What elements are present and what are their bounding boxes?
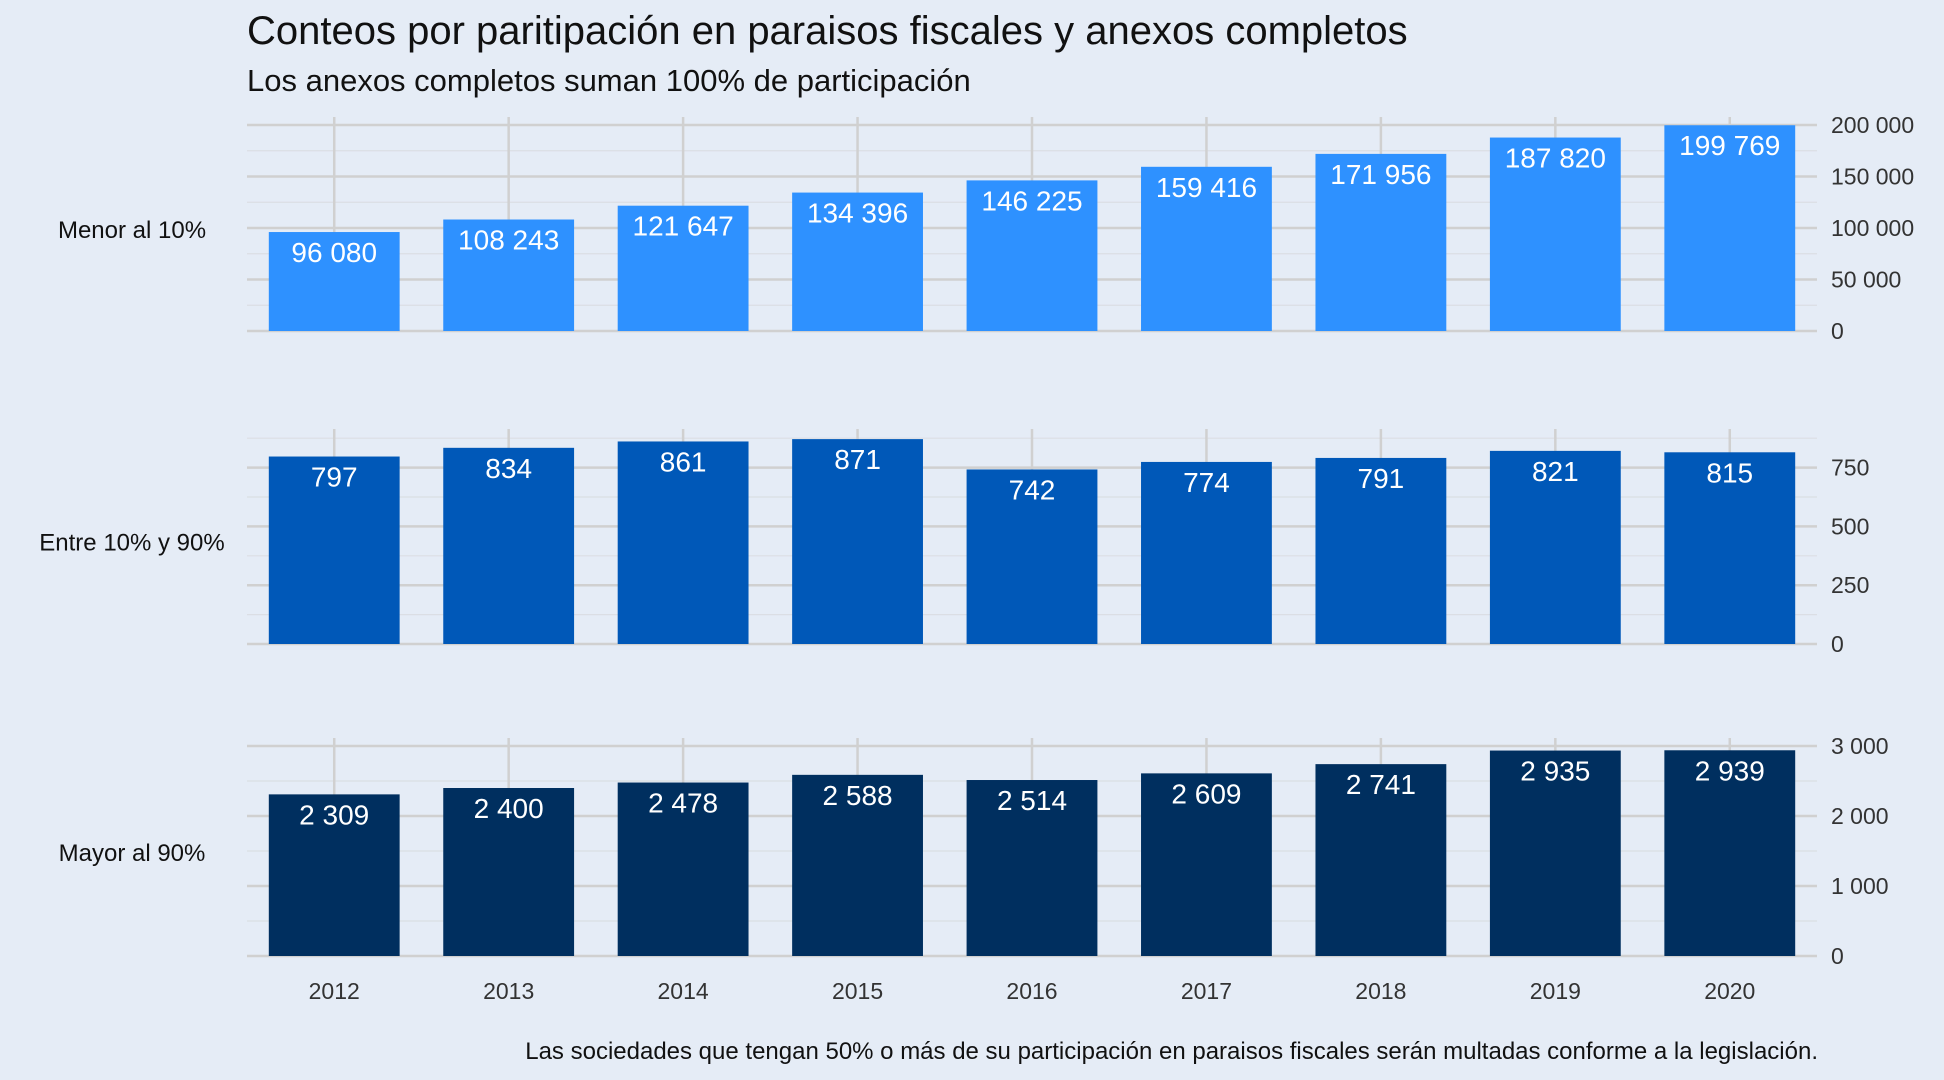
- bar: [617, 782, 749, 956]
- bar: [1141, 166, 1272, 331]
- bar: [1315, 764, 1447, 956]
- bar: [1489, 137, 1621, 331]
- y-tick-label: 200 000: [1831, 112, 1914, 138]
- y-tick-label: 50 000: [1831, 267, 1901, 293]
- bar: [1664, 125, 1796, 331]
- bar: [443, 219, 575, 331]
- bar-value-label: 159 416: [1156, 172, 1257, 203]
- bar: [966, 180, 1098, 331]
- bar-value-label: 861: [660, 446, 707, 477]
- bar: [1489, 750, 1621, 956]
- bar-value-label: 108 243: [458, 225, 559, 256]
- bar: [1664, 452, 1796, 644]
- y-tick-label: 0: [1831, 631, 1844, 657]
- facet-label: Entre 10% y 90%: [39, 530, 224, 557]
- x-tick-label: 2015: [832, 978, 883, 1004]
- bar-value-label: 834: [485, 453, 532, 484]
- x-tick-label: 2012: [309, 978, 360, 1004]
- x-tick-label: 2019: [1530, 978, 1581, 1004]
- chart-caption: Las sociedades que tengan 50% o más de s…: [525, 1038, 1818, 1065]
- x-tick-label: 2020: [1704, 978, 1755, 1004]
- bar-value-label: 2 478: [648, 788, 718, 819]
- bar-value-label: 2 400: [474, 793, 544, 824]
- y-tick-label: 150 000: [1831, 164, 1914, 190]
- bar-value-label: 815: [1706, 457, 1753, 488]
- bar-value-label: 2 514: [997, 785, 1067, 816]
- y-tick-label: 0: [1831, 318, 1844, 344]
- bar: [443, 447, 575, 644]
- bar-value-label: 774: [1183, 467, 1230, 498]
- bar-value-label: 187 820: [1505, 143, 1606, 174]
- y-tick-label: 750: [1831, 455, 1869, 481]
- bar-value-label: 134 396: [807, 198, 908, 229]
- chart-title: Conteos por paritipación en paraisos fis…: [247, 9, 1408, 53]
- x-tick-label: 2013: [483, 978, 534, 1004]
- bar-value-label: 742: [1009, 474, 1056, 505]
- bar: [1664, 750, 1796, 956]
- bar-value-label: 121 647: [633, 211, 734, 242]
- facet-label: Mayor al 90%: [59, 840, 206, 867]
- bar-value-label: 146 225: [981, 185, 1082, 216]
- bar: [966, 469, 1098, 644]
- bar-value-label: 96 080: [291, 237, 377, 268]
- bar-value-label: 199 769: [1679, 130, 1780, 161]
- bar-value-label: 2 609: [1171, 778, 1241, 809]
- facet-panel: 0 1 000 2 000 3 000 2 309 2 400 2 478 2 588 2 51…: [59, 733, 1889, 969]
- x-tick-label: 2014: [658, 978, 709, 1004]
- bar-value-label: 2 741: [1346, 769, 1416, 800]
- x-tick-label: 2017: [1181, 978, 1232, 1004]
- bar-value-label: 171 956: [1330, 159, 1431, 190]
- chart-subtitle: Los anexos completos suman 100% de parti…: [247, 63, 971, 98]
- y-tick-label: 250: [1831, 572, 1869, 598]
- x-tick-label: 2018: [1355, 978, 1406, 1004]
- bar: [792, 192, 923, 331]
- bar: [966, 780, 1098, 956]
- bar-value-label: 871: [834, 444, 881, 475]
- bar: [617, 441, 749, 644]
- bar: [268, 456, 400, 644]
- y-tick-label: 2 000: [1831, 803, 1889, 829]
- x-axis: 2012 2013 2014 2015 2016 2017 2018 2019 2020: [309, 978, 1756, 1004]
- x-tick-label: 2016: [1006, 978, 1057, 1004]
- bar: [1315, 457, 1447, 644]
- bar: [1489, 450, 1621, 644]
- y-tick-label: 100 000: [1831, 215, 1914, 241]
- bar: [617, 205, 749, 331]
- y-tick-label: 0: [1831, 943, 1844, 969]
- bar-value-label: 2 939: [1695, 755, 1765, 786]
- bar: [268, 794, 400, 956]
- bar-value-label: 2 935: [1520, 756, 1590, 787]
- bar: [268, 232, 400, 331]
- bar: [1141, 773, 1272, 956]
- bar-value-label: 791: [1358, 463, 1405, 494]
- bar-value-label: 2 309: [299, 799, 369, 830]
- facets: 0 50 000 100 000 150 000 200 000 96 080 108 24…: [39, 112, 1914, 969]
- facet-label: Menor al 10%: [58, 217, 206, 244]
- bar-value-label: 2 588: [823, 780, 893, 811]
- facet-panel: 0 50 000 100 000 150 000 200 000 96 080 108 24…: [58, 112, 1914, 344]
- bar-value-label: 797: [311, 462, 358, 493]
- bar: [1141, 461, 1272, 644]
- y-tick-label: 500: [1831, 513, 1869, 539]
- bar: [792, 439, 923, 644]
- bar: [443, 788, 575, 956]
- y-tick-label: 1 000: [1831, 873, 1889, 899]
- bar: [792, 774, 923, 956]
- bar-value-label: 821: [1532, 456, 1579, 487]
- facet-panel: 0 250 500 750 797 834 861 871 742 774 791 821 815 Ent…: [39, 429, 1869, 657]
- bar: [1315, 153, 1447, 331]
- y-tick-label: 3 000: [1831, 733, 1889, 759]
